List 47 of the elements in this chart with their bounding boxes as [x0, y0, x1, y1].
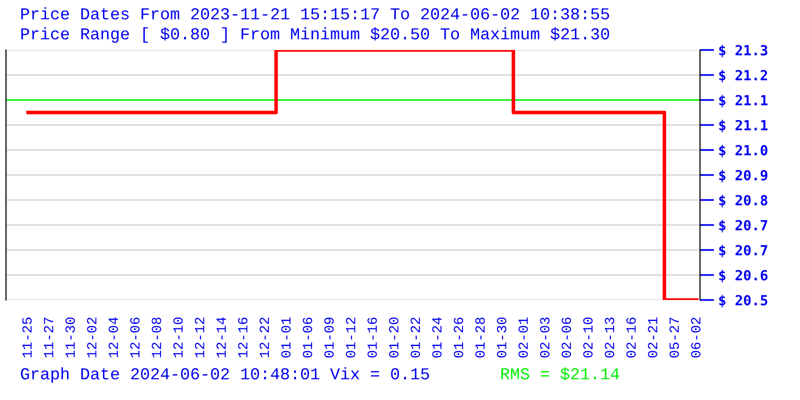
x-tick-label: 12-12 — [194, 318, 204, 358]
x-tick-label: 12-22 — [260, 318, 269, 358]
x-tick-label: 01-30 — [496, 318, 506, 358]
x-tick-label: 01-09 — [324, 318, 334, 358]
y-tick-label: $ 21.1 — [719, 94, 768, 108]
x-tick-label: 01-01 — [281, 317, 291, 358]
x-tick-label: 05-27 — [669, 318, 679, 358]
y-tick-label: $ 21.0 — [719, 144, 768, 158]
x-tick-label: 12-16 — [238, 318, 248, 358]
y-tick-label: $ 21.3 — [719, 44, 768, 58]
x-tick-label: 02-06 — [562, 318, 572, 358]
y-tick-label: $ 20.5 — [719, 294, 768, 308]
y-tick-label: $ 21.1 — [719, 120, 768, 132]
x-tick-label: 11-27 — [44, 318, 54, 358]
y-tick-label: $ 20.8 — [719, 194, 768, 208]
x-tick-label: 11-30 — [65, 318, 75, 358]
x-tick-label: 02-16 — [626, 318, 636, 358]
y-tick-label: $ 20.6 — [719, 270, 768, 282]
x-tick-label: 01-20 — [389, 318, 398, 358]
x-tick-label: 01-26 — [454, 318, 464, 358]
x-tick-label: 01-12 — [346, 318, 356, 358]
y-tick-label: $ 20.9 — [719, 170, 768, 182]
x-tick-label: 12-08 — [152, 318, 162, 358]
y-tick-label: $ 20.7 — [719, 220, 768, 232]
x-tick-label: 12-04 — [108, 317, 118, 358]
x-tick-label: 12-14 — [216, 317, 226, 358]
x-tick-label: 12-02 — [87, 318, 96, 358]
x-tick-label: 01-16 — [367, 318, 377, 358]
y-tick-label: $ 21.2 — [719, 70, 768, 82]
x-tick-label: 01-22 — [410, 318, 420, 358]
x-tick-label: 02-01 — [518, 317, 528, 358]
x-tick-label: 11-25 — [22, 318, 32, 358]
y-tick-label: $ 20.7 — [719, 244, 768, 258]
chart-title: Price Dates From 2023-11-21 15:15:17 To 2024-06-02 10:38:55 — [21, 7, 610, 20]
ref-line-label: RMS = $21.14 — [501, 367, 620, 380]
chart-subtitle: Price Range [ $0.80 ] From Minimum $20.50 To Maximum $21.30 — [21, 27, 610, 43]
x-tick-label: 02-13 — [604, 318, 614, 358]
x-tick-label: 01-28 — [475, 318, 485, 358]
text: Graph Date 2024-06-02 10:48:01 Vix = 0.15 — [20, 367, 430, 383]
x-tick-label: 12-06 — [130, 318, 140, 358]
x-tick-label: 01-24 — [432, 317, 442, 358]
x-tick-label: 02-10 — [583, 318, 593, 358]
x-tick-label: 01-06 — [302, 318, 312, 358]
x-tick-label: 02-03 — [540, 318, 550, 358]
x-tick-label: 12-10 — [173, 318, 183, 358]
x-tick-label: 06-02 — [691, 318, 700, 358]
x-tick-label: 02-21 — [648, 317, 658, 358]
